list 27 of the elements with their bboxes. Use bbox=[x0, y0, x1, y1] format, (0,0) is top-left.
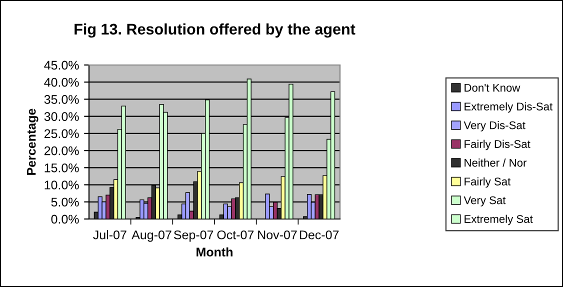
legend-label: Very Sat bbox=[464, 196, 506, 206]
y-axis-title: Percentage bbox=[27, 108, 38, 175]
y-tick-label: 40.0% bbox=[44, 78, 79, 87]
x-tick-label: Dec-07 bbox=[300, 230, 339, 240]
y-tick-label: 45.0% bbox=[44, 60, 79, 70]
y-tick-label: 15.0% bbox=[44, 163, 79, 172]
y-tick-label: 5.0% bbox=[51, 198, 79, 207]
y-tick-label: 25.0% bbox=[44, 129, 79, 138]
x-tick-label: Jul-07 bbox=[93, 230, 126, 240]
legend-label: Don't Know bbox=[464, 84, 520, 92]
y-tick-label: 0.0% bbox=[51, 214, 79, 224]
y-tick-label: 30.0% bbox=[44, 112, 79, 121]
y-tick-label: 10.0% bbox=[44, 180, 79, 190]
chart-title: Fig 13. Resolution offered by the agent bbox=[74, 23, 356, 38]
legend-label: Neither / Nor bbox=[464, 158, 527, 167]
x-axis-title: Month bbox=[196, 247, 232, 256]
legend-label: Very Dis-Sat bbox=[464, 121, 526, 132]
legend-label: Extremely Sat bbox=[464, 214, 533, 226]
legend-label: Extremely Dis-Sat bbox=[464, 102, 553, 113]
x-tick-label: Nov-07 bbox=[258, 230, 297, 240]
x-tick-label: Oct-07 bbox=[217, 230, 254, 240]
y-tick-label: 20.0% bbox=[44, 146, 79, 156]
y-tick-label: 35.0% bbox=[44, 95, 79, 104]
legend-label: Fairly Sat bbox=[464, 177, 511, 188]
x-tick-label: Sep-07 bbox=[174, 230, 214, 242]
x-tick-label: Aug-07 bbox=[132, 230, 172, 242]
legend-label: Fairly Dis-Sat bbox=[464, 140, 530, 150]
